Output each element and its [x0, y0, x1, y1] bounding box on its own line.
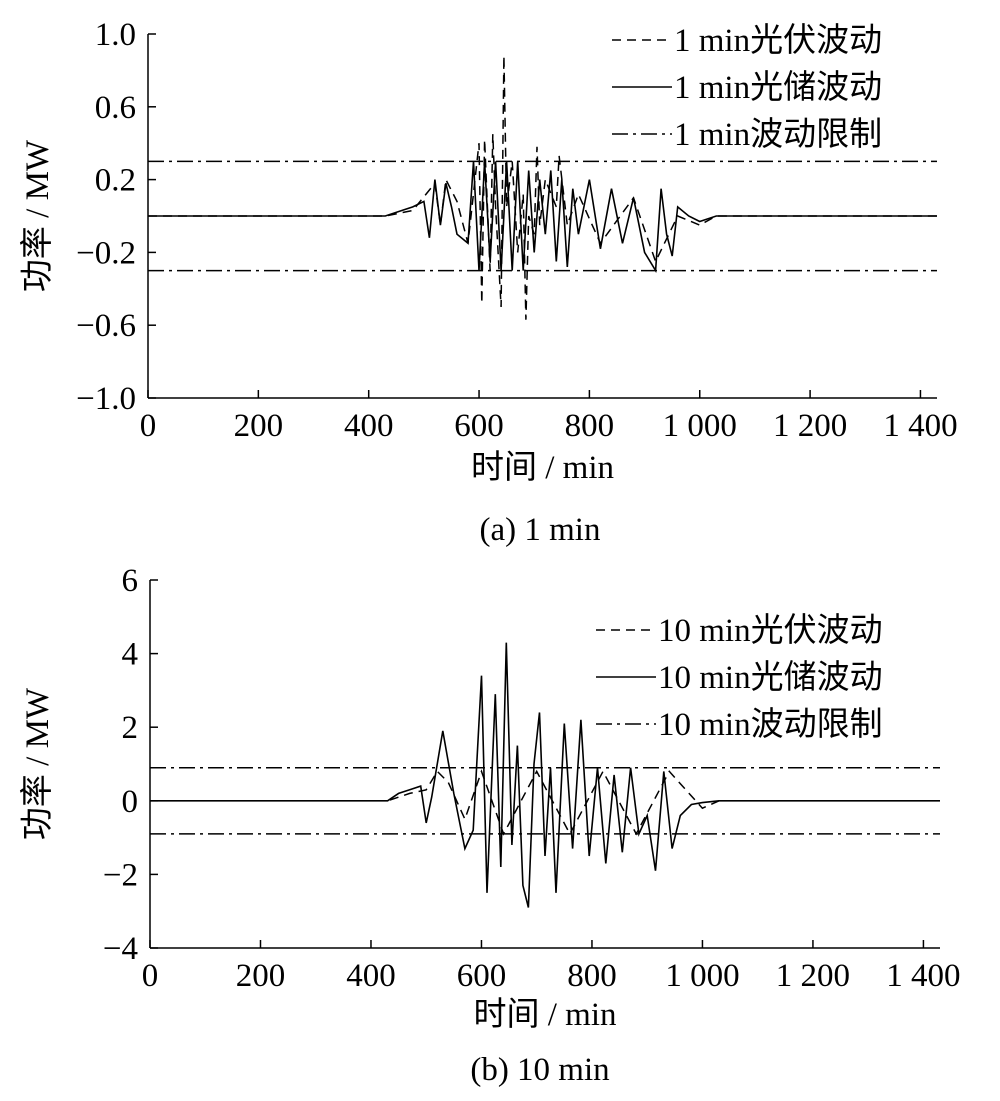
pv-fluctuation-line: [150, 769, 940, 836]
x-tick-label: 1 000: [665, 958, 739, 994]
x-tick-label: 600: [454, 408, 504, 444]
y-tick-label: 6: [122, 563, 139, 599]
y-tick-label: 0: [122, 784, 139, 820]
y-tick-label: 4: [122, 637, 139, 673]
y-tick-label: −0.6: [76, 308, 136, 344]
chart-panel-a: 1.0 0.6 0.2 −0.2 −0.6 −1.00 200 400 600 800 1 000 1…: [19, 17, 958, 548]
legend-label: 10 min波动限制: [658, 706, 883, 743]
x-tick-label: 1 200: [773, 408, 847, 444]
legend-label: 10 min光储波动: [658, 659, 883, 696]
y-tick-label: 1.0: [95, 17, 136, 53]
y-axis-title: 功率 / MW: [19, 139, 56, 292]
panel-caption: (b) 10 min: [470, 1052, 609, 1088]
legend-label: 1 min波动限制: [674, 116, 882, 153]
pv-storage-fluctuation-line: [150, 642, 940, 908]
x-tick-label: 800: [565, 408, 615, 444]
y-tick-label: −4: [103, 931, 138, 967]
legend-label: 1 min光储波动: [674, 69, 882, 106]
x-axis-title: 时间 / min: [473, 997, 616, 1033]
x-tick-label: 800: [567, 958, 617, 994]
x-tick-label: 400: [346, 958, 396, 994]
y-axis-title: 功率 / MW: [19, 687, 56, 840]
y-tick-label: 0.2: [95, 163, 136, 199]
x-tick-label: 200: [236, 958, 286, 994]
y-tick-label: 0.6: [95, 90, 136, 126]
x-tick-label: 1 400: [883, 408, 957, 444]
pv-storage-fluctuation-line: [148, 161, 937, 274]
panel-caption: (a) 1 min: [480, 512, 601, 548]
x-tick-label: 600: [457, 958, 507, 994]
y-tick-label: 2: [122, 710, 139, 746]
x-tick-label: 400: [344, 408, 394, 444]
x-tick-label: 200: [234, 408, 284, 444]
x-tick-label: 1 400: [886, 958, 960, 994]
y-tick-label: −2: [103, 857, 138, 893]
y-tick-label: −1.0: [76, 381, 136, 417]
x-tick-label: 1 200: [776, 958, 850, 994]
x-tick-label: 0: [140, 408, 157, 444]
x-tick-label: 1 000: [663, 408, 737, 444]
y-tick-label: −0.2: [76, 235, 136, 271]
pv-fluctuation-line: [148, 55, 937, 320]
legend-label: 1 min光伏波动: [674, 22, 882, 59]
legend-label: 10 min光伏波动: [658, 612, 883, 649]
x-tick-label: 0: [142, 958, 159, 994]
x-axis-title: 时间 / min: [471, 450, 614, 486]
